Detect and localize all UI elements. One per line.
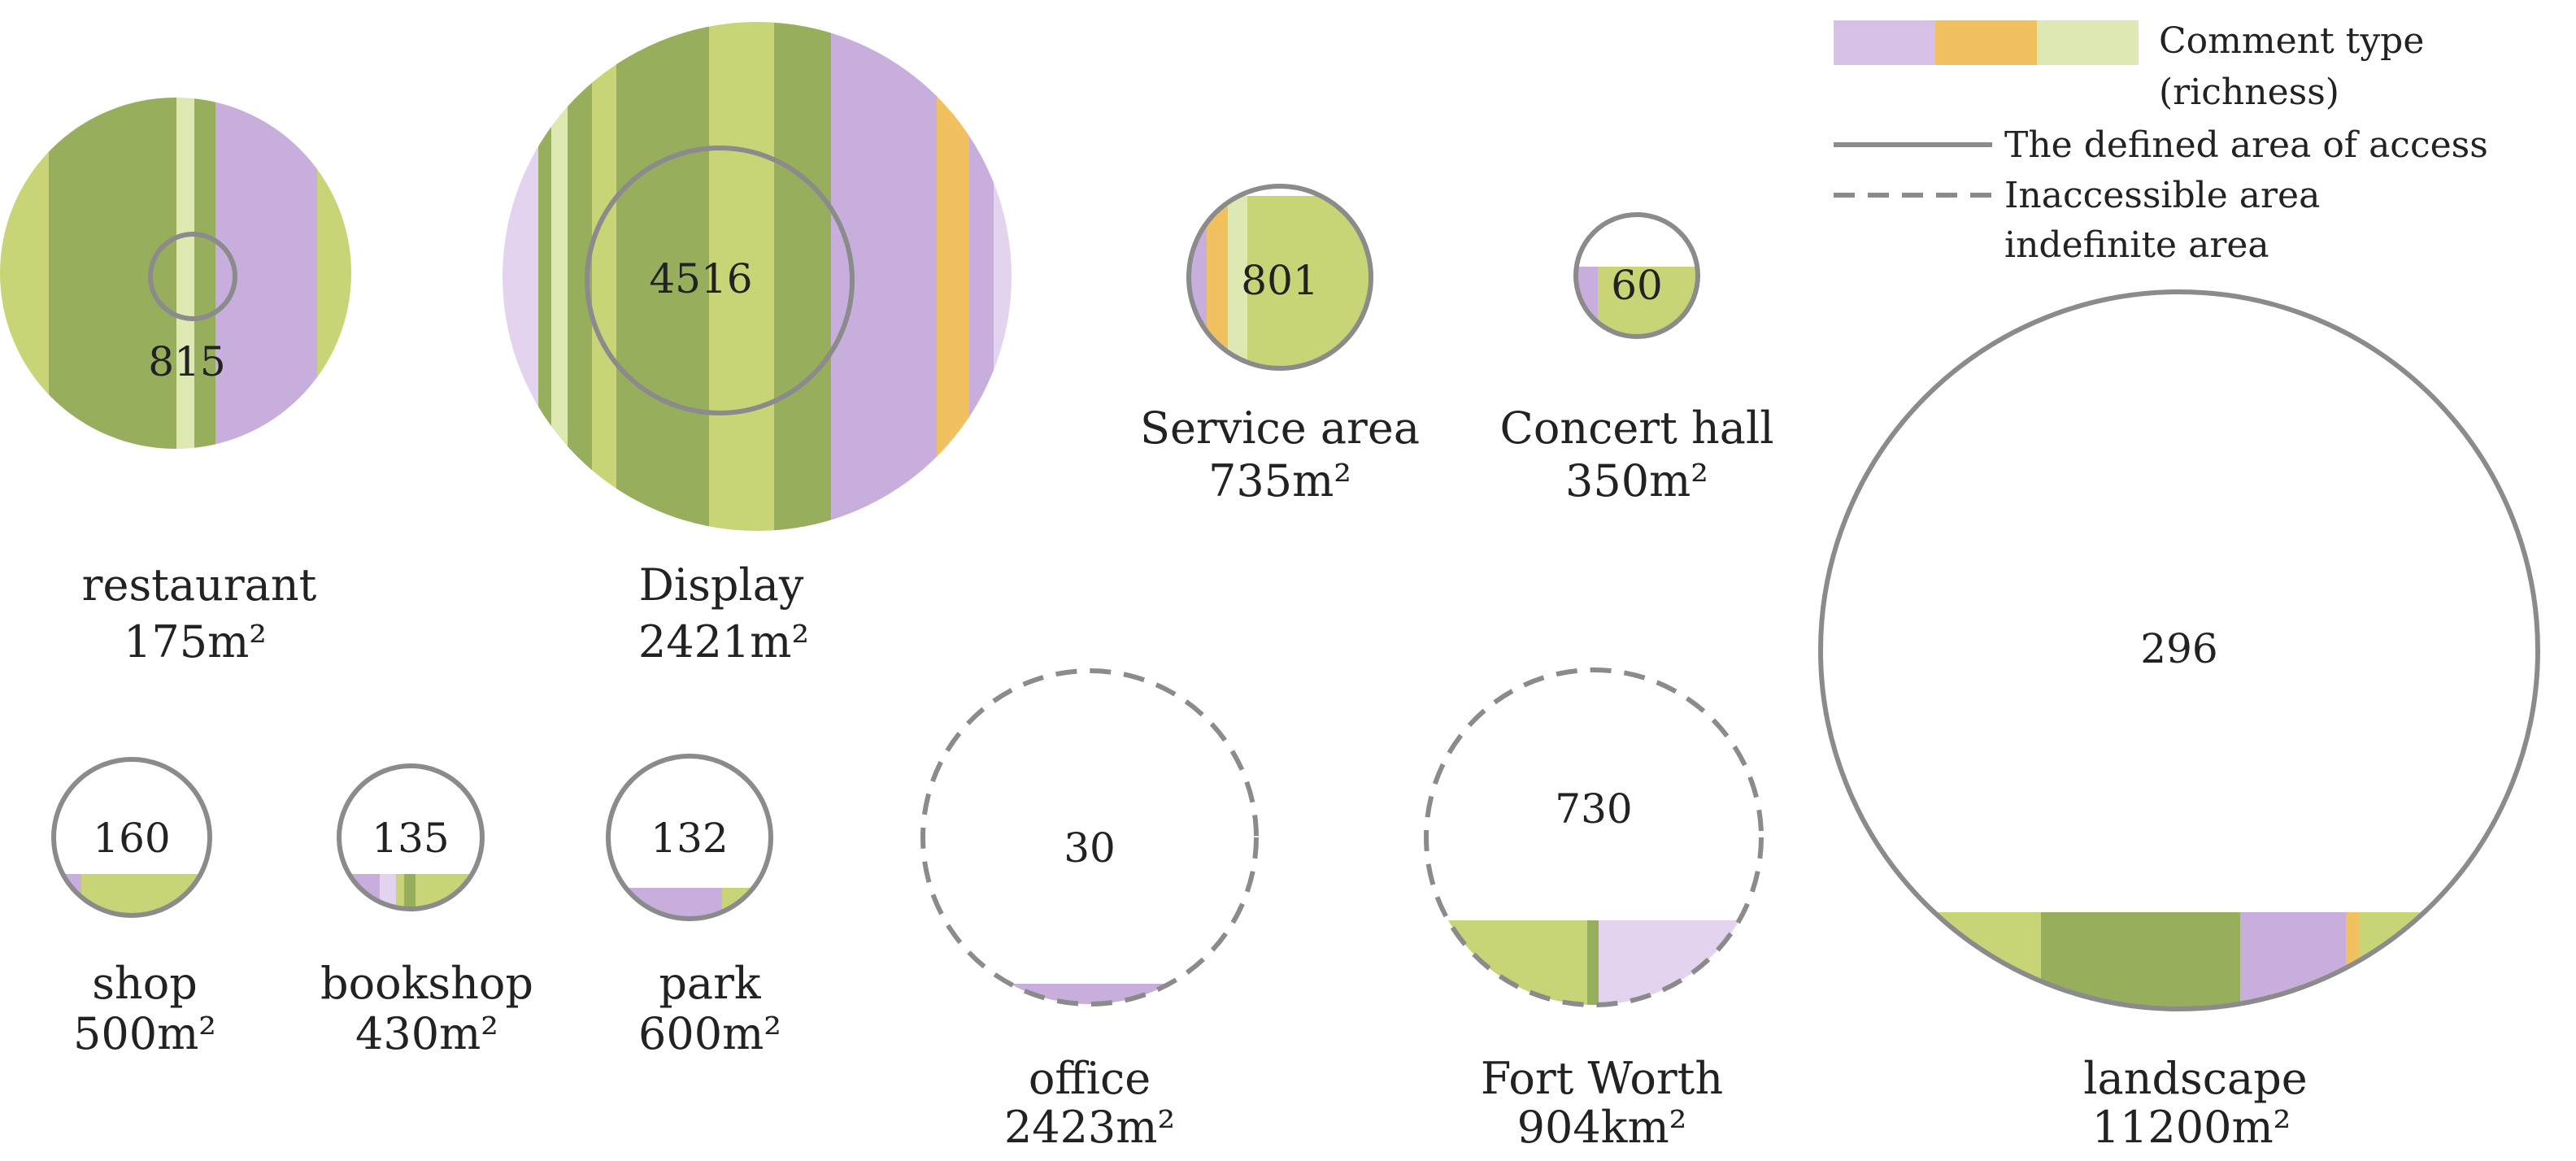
place-shop: 160 shop 500m² (51, 757, 216, 1059)
display-access-ring (585, 146, 855, 415)
restaurant-comment-bars (0, 98, 351, 449)
place-landscape: 296 landscape 11200m² (1818, 289, 2540, 1153)
display-bar (969, 22, 994, 531)
display-name: Display (639, 559, 804, 611)
fort-worth-area: 904km² (1517, 1102, 1687, 1153)
legend-inaccessible-label: Inaccessible area (2004, 175, 2320, 216)
park-area: 600m² (638, 1008, 781, 1059)
fort-worth-bar (1426, 920, 1587, 1005)
restaurant-area: 175m² (124, 616, 267, 667)
landscape-name: landscape (2083, 1053, 2307, 1104)
display-bar (709, 22, 774, 531)
legend-comment-type-title: Comment type (2159, 20, 2424, 62)
restaurant-bar (317, 98, 351, 449)
restaurant-bar (0, 98, 49, 449)
park-name: park (659, 958, 762, 1009)
display-bar (937, 22, 969, 531)
office-comment-bars (923, 984, 1256, 1004)
display-comment-bars (503, 22, 1012, 531)
service-area-bar (1189, 196, 1207, 367)
display-bar (774, 22, 831, 531)
park-value: 132 (651, 815, 728, 862)
bookshop-value: 135 (372, 815, 449, 862)
restaurant-name: restaurant (82, 559, 317, 611)
concert-hall-value: 60 (1611, 262, 1663, 309)
restaurant-bar (194, 98, 215, 449)
legend: Comment type (richness) The defined area… (1834, 20, 2488, 266)
legend-swatch-purple (1834, 20, 1935, 65)
concert-hall-boundary (1573, 212, 1700, 339)
fort-worth-boundary-dashed (1424, 667, 1764, 1007)
landscape-boundary (1818, 289, 2540, 1011)
restaurant-value: 815 (148, 338, 225, 385)
legend-comment-type-subtitle: (richness) (2159, 72, 2339, 113)
legend-swatch-green (2037, 20, 2139, 65)
bookshop-bar (380, 874, 396, 909)
display-bar (551, 22, 568, 531)
office-boundary-dashed (920, 668, 1259, 1007)
service-area-value: 801 (1241, 257, 1318, 304)
office-name: office (1029, 1053, 1151, 1104)
fort-worth-value: 730 (1555, 785, 1632, 833)
park-boundary (606, 754, 773, 921)
place-service-area: 801 Service area 735m² (1140, 184, 1420, 507)
fort-worth-bar (1599, 920, 1761, 1005)
office-value: 30 (1064, 824, 1116, 872)
bookshop-bar (396, 874, 404, 909)
display-bar (994, 22, 1012, 531)
shop-value: 160 (93, 815, 170, 862)
service-area-boundary (1186, 184, 1373, 371)
office-bar (923, 984, 1256, 1004)
display-area: 2421m² (638, 616, 809, 667)
concert-hall-name: Concert hall (1500, 402, 1774, 454)
bookshop-name: bookshop (320, 958, 533, 1009)
shop-boundary (51, 757, 212, 918)
landscape-bar (2359, 912, 2538, 1009)
restaurant-bar (49, 98, 176, 449)
landscape-value: 296 (2140, 625, 2217, 672)
place-restaurant: 815 restaurant 175m² (0, 98, 351, 667)
bookshop-bar (404, 874, 416, 909)
legend-indefinite-label: indefinite area (2004, 224, 2269, 266)
service-area-name: Service area (1140, 402, 1420, 454)
display-bar (831, 22, 937, 531)
place-display: 4516 Display 2421m² (503, 22, 1012, 667)
legend-defined-area-label: The defined area of access (2004, 124, 2488, 166)
shop-area: 500m² (73, 1008, 216, 1059)
place-office: 30 office 2423m² (920, 668, 1259, 1153)
bookshop-boundary (337, 763, 485, 911)
display-bar (503, 22, 538, 531)
fort-worth-name: Fort Worth (1481, 1053, 1723, 1104)
restaurant-bar (215, 98, 317, 449)
concert-hall-area: 350m² (1565, 455, 1708, 507)
service-area-area: 735m² (1208, 455, 1351, 507)
landscape-area: 11200m² (2092, 1102, 2291, 1153)
fort-worth-comment-bars (1426, 920, 1761, 1005)
place-fort-worth: 730 Fort Worth 904km² (1424, 667, 1764, 1153)
landscape-comment-bars (1821, 912, 2538, 1009)
display-bar (616, 22, 709, 531)
service-area-bar (1228, 196, 1247, 367)
bookshop-area: 430m² (355, 1008, 498, 1059)
shop-name: shop (92, 958, 198, 1009)
place-bookshop: 135 bookshop 430m² (320, 763, 533, 1059)
bookshop-bar (339, 874, 380, 909)
place-concert-hall: 60 Concert hall 350m² (1500, 212, 1774, 507)
landscape-bar (2041, 912, 2240, 1009)
office-area: 2423m² (1004, 1102, 1175, 1153)
display-bar (592, 22, 616, 531)
restaurant-bar (176, 98, 194, 449)
restaurant-access-ring (148, 232, 237, 321)
fort-worth-bar (1587, 920, 1599, 1005)
display-bar (538, 22, 551, 531)
display-value: 4516 (649, 255, 752, 302)
place-park: 132 park 600m² (606, 754, 781, 1059)
legend-swatch-orange (1935, 20, 2037, 65)
